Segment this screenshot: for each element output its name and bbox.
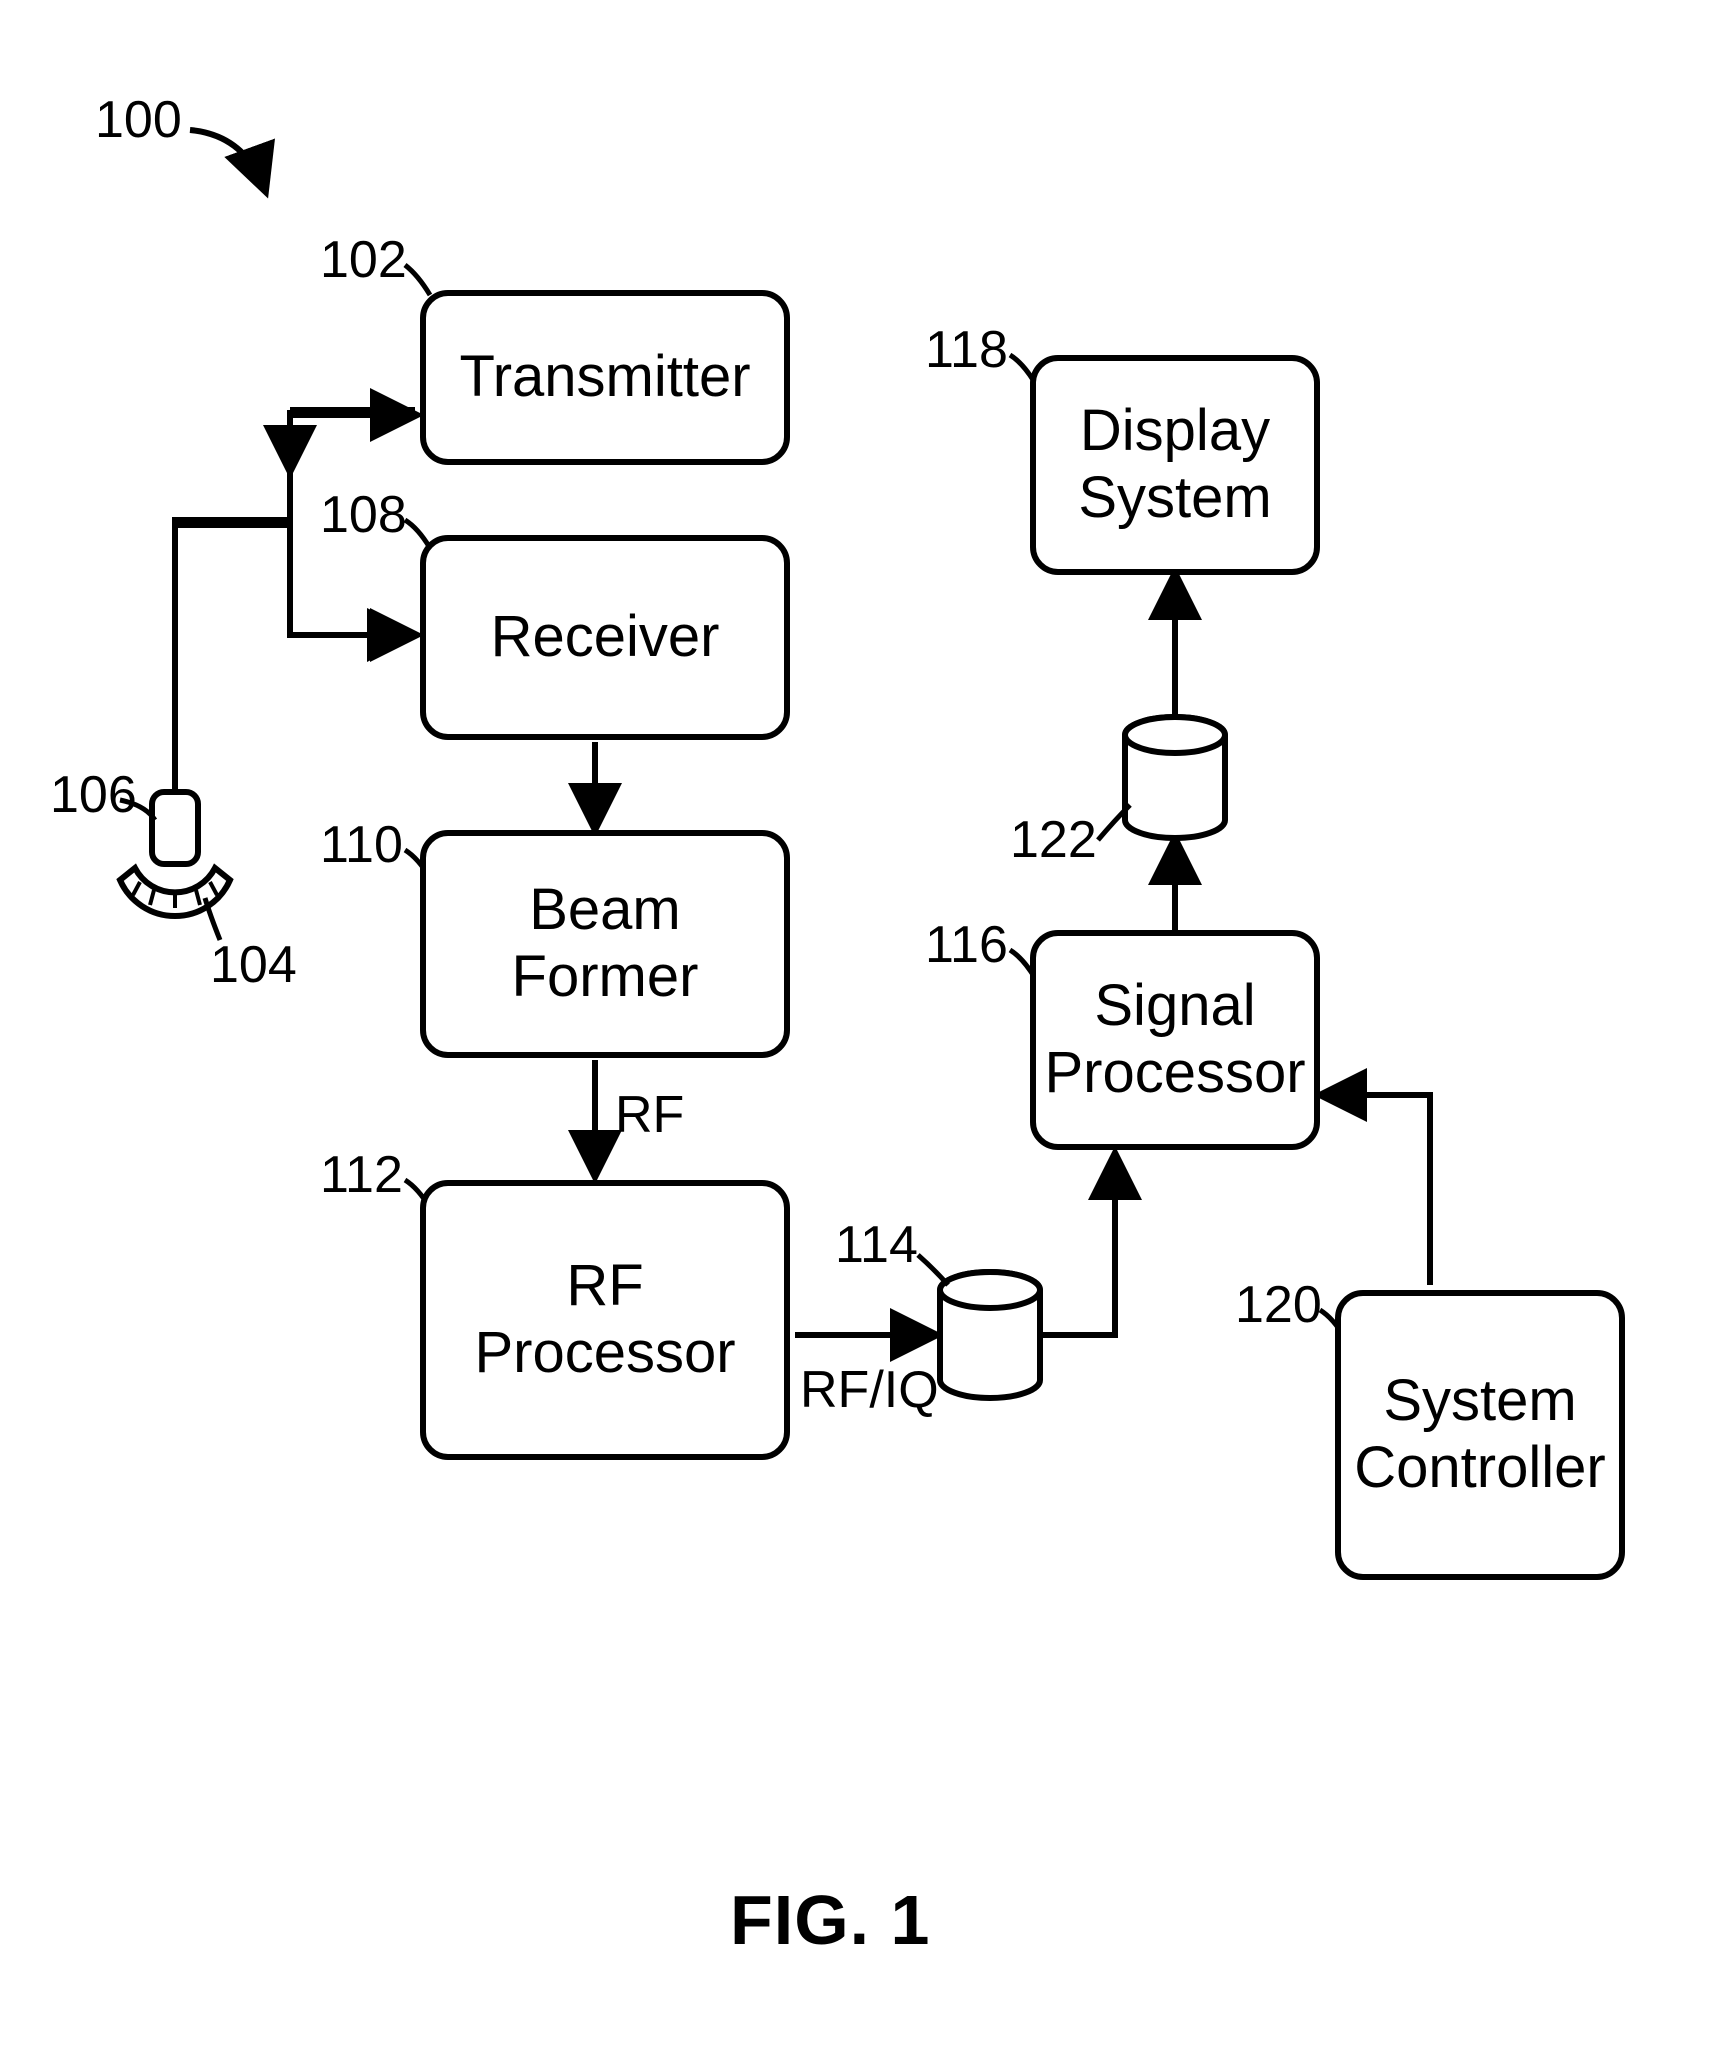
block-rfprocessor: RF Processor	[420, 1180, 790, 1460]
ref-112: 112	[320, 1145, 403, 1205]
ref-106: 106	[50, 765, 137, 825]
block-systemcontroller-label: System Controller	[1354, 1368, 1605, 1501]
block-transmitter-label: Transmitter	[459, 344, 750, 411]
block-displaysystem-label: Display System	[1078, 398, 1271, 531]
block-rfprocessor-label: RF Processor	[474, 1253, 735, 1386]
figure-caption: FIG. 1	[730, 1880, 930, 1960]
ref-118: 118	[925, 320, 1008, 380]
block-displaysystem: Display System	[1030, 355, 1320, 575]
ref-122: 122	[1010, 810, 1097, 870]
ref-116: 116	[925, 915, 1008, 975]
block-signalprocessor-label: Signal Processor	[1044, 973, 1305, 1106]
ref-110: 110	[320, 815, 403, 875]
block-receiver-label: Receiver	[491, 604, 720, 671]
buffer-122	[1125, 717, 1225, 838]
edge-label-rfiq: RF/IQ	[800, 1360, 939, 1420]
diagram-canvas: Transmitter Receiver Beam Former RF Proc…	[0, 0, 1714, 2049]
ref-104: 104	[210, 935, 297, 995]
block-signalprocessor: Signal Processor	[1030, 930, 1320, 1150]
ref-102: 102	[320, 230, 407, 290]
edge-label-rf: RF	[615, 1085, 684, 1145]
block-transmitter: Transmitter	[420, 290, 790, 465]
buffer-114	[940, 1272, 1040, 1398]
ref-108: 108	[320, 485, 407, 545]
ref-120: 120	[1235, 1275, 1322, 1335]
block-beamformer: Beam Former	[420, 830, 790, 1058]
block-systemcontroller: System Controller	[1335, 1290, 1625, 1580]
block-receiver: Receiver	[420, 535, 790, 740]
ref-100: 100	[95, 90, 182, 150]
ref-114: 114	[835, 1215, 918, 1275]
block-beamformer-label: Beam Former	[512, 877, 699, 1010]
diagram-wires	[0, 0, 1714, 2049]
